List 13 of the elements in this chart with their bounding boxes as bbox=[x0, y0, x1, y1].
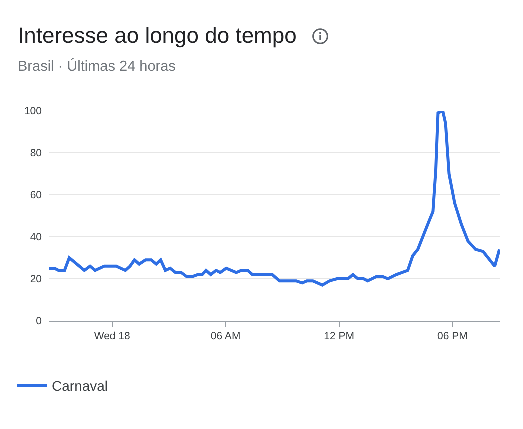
x-tick-label: 06 PM bbox=[438, 330, 468, 343]
y-tick-label: 0 bbox=[36, 316, 42, 328]
y-tick-label: 40 bbox=[30, 232, 42, 244]
x-tick-label: 12 PM bbox=[324, 330, 354, 343]
y-tick-label: 20 bbox=[30, 274, 42, 286]
chart-title: Interesse ao longo do tempo bbox=[18, 23, 297, 49]
y-tick-label: 100 bbox=[24, 106, 42, 118]
y-tick-label: 60 bbox=[30, 190, 42, 202]
x-tick-label: 06 AM bbox=[210, 330, 241, 343]
chart-subtitle: Brasil · Últimas 24 horas bbox=[18, 59, 176, 75]
legend-label: Carnaval bbox=[52, 378, 108, 394]
y-tick-label: 80 bbox=[30, 148, 42, 160]
x-tick-label: Wed 18 bbox=[94, 330, 131, 343]
